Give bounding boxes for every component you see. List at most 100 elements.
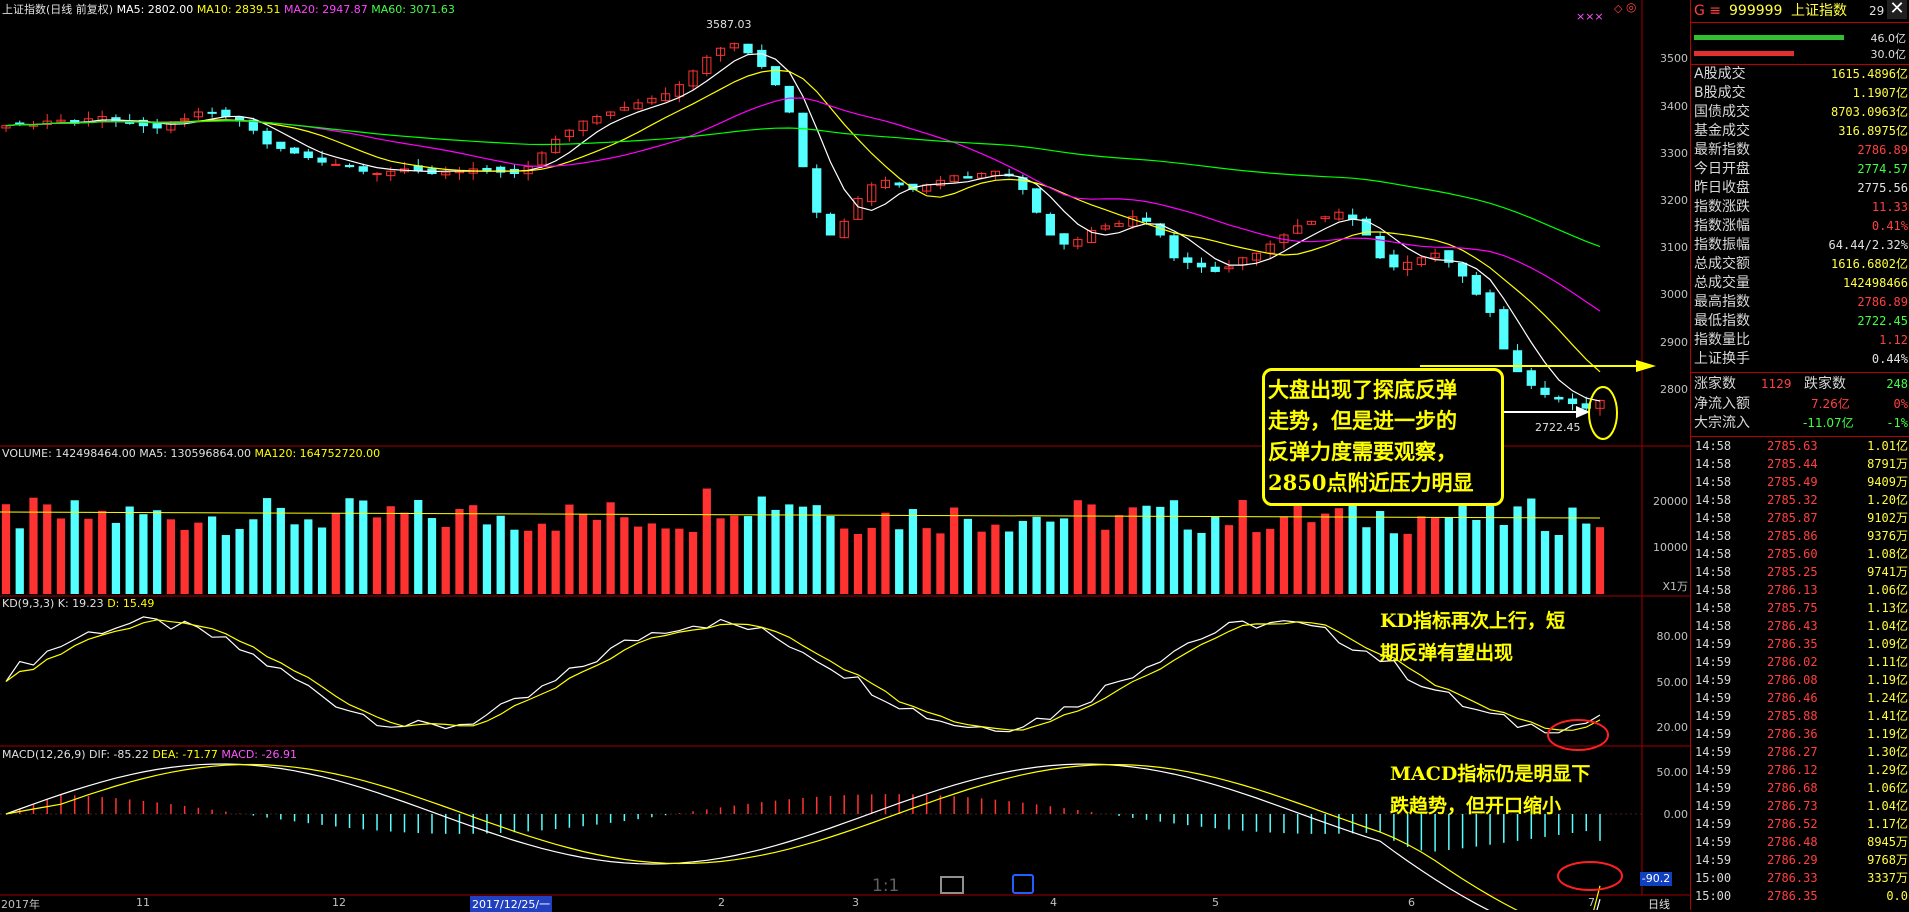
price-annotation-line: 2850点附近压力明显 [1268, 470, 1474, 495]
tick-time: 14:58 [1695, 565, 1732, 579]
volume-bar [372, 517, 382, 594]
candle-body [674, 84, 684, 97]
macd-macd-label: MACD: -26.91 [221, 748, 297, 761]
tick-list[interactable]: 14:58 2785.63 1.01亿 14:58 2785.44 8791万 14:58 2… [1691, 437, 1909, 910]
tick-price: 2786.52 [1767, 817, 1818, 831]
price-tick: 2900 [1660, 336, 1688, 349]
x-axis-label: 12 [332, 896, 346, 909]
edit-pen-icon[interactable] [1012, 874, 1034, 894]
diamond-icon[interactable]: ◇ [1614, 2, 1623, 15]
tick-amount: 1.20亿 [1867, 493, 1908, 507]
x-axis-label: 7 [1588, 896, 1595, 909]
volume-bar [908, 509, 918, 594]
volume-bar [1513, 506, 1522, 594]
tick-time: 14:58 [1695, 529, 1732, 543]
price-tick: 3500 [1660, 52, 1688, 65]
tick-row: 14:59 2786.48 8945万 [1691, 833, 1909, 851]
tick-amount: 8945万 [1867, 835, 1908, 849]
tick-price: 2786.48 [1767, 835, 1818, 849]
quote-panel: G ≡ 999999 上证指数 29 ✕ 46.0亿 30.0亿 A股成交 161… [1690, 0, 1909, 910]
chart-canvas[interactable] [0, 0, 1690, 910]
fullscreen-icon[interactable] [940, 876, 964, 894]
tick-time: 15:00 [1695, 871, 1732, 885]
ma60-label: MA60: 3071.63 [371, 3, 455, 16]
volume-bar [345, 498, 354, 594]
macd-label: MACD(12,26,9) [2, 748, 86, 761]
stat-row: 基金成交 316.8975亿 [1691, 122, 1909, 141]
volume-header: VOLUME: 142498464.00 MA5: 130596864.00 M… [2, 447, 380, 460]
candle-body [1251, 252, 1262, 261]
volume-bar [1142, 505, 1151, 594]
tick-amount: 8791万 [1867, 457, 1908, 471]
macd-dif-label: DIF: -85.22 [89, 748, 149, 761]
candle-body [1320, 216, 1330, 220]
candle-body [193, 111, 204, 118]
price-annotation-box [1262, 368, 1504, 506]
kd-k-label: K: 19.23 [57, 597, 104, 610]
volume-bar [29, 497, 38, 594]
candle-body [372, 173, 382, 175]
ratio-toggle[interactable]: 1:1 [872, 876, 900, 896]
tick-price: 2786.12 [1767, 763, 1818, 777]
marker-glyphs: ××× [1576, 10, 1604, 23]
sell-strength-bar [1694, 51, 1794, 56]
tick-price: 2785.44 [1767, 457, 1818, 471]
volume-bar [840, 528, 849, 594]
tick-amount: 1.17亿 [1867, 817, 1908, 831]
stat-value: 316.8975亿 [1838, 124, 1908, 138]
x-axis-label: 4 [1050, 896, 1057, 909]
candle-body [1073, 239, 1083, 247]
tick-amount: 9102万 [1867, 511, 1908, 525]
netflow-pct: 0% [1893, 397, 1908, 411]
tick-price: 2785.87 [1767, 511, 1818, 525]
macd-dea-label: DEA: -71.77 [152, 748, 218, 761]
candle-body [289, 147, 300, 154]
close-icon[interactable]: ✕ [1887, 0, 1907, 19]
tick-time: 14:59 [1695, 655, 1732, 669]
candle-body [935, 179, 946, 187]
x-axis-label: 11 [136, 896, 150, 909]
netflow-value: 7.26亿 [1811, 397, 1850, 411]
candle-body [880, 179, 891, 189]
period-selector[interactable]: 日线 [1648, 898, 1670, 911]
volume-bar [963, 518, 973, 594]
volume-bar [276, 507, 285, 594]
decline-label: 跌家数 [1804, 376, 1846, 392]
volume-bar [1472, 519, 1481, 594]
tick-price: 2786.02 [1767, 655, 1818, 669]
volume-bar [1211, 516, 1220, 594]
volume-bar [1348, 499, 1357, 594]
x-axis-cursor-date[interactable]: 2017/12/25/一 [470, 896, 553, 912]
volume-bar [1293, 501, 1302, 594]
candle-body [138, 119, 149, 127]
stat-row: 国债成交 8703.0963亿 [1691, 103, 1909, 122]
tick-amount: 1.11亿 [1867, 655, 1908, 669]
price-tick: 2800 [1660, 383, 1688, 396]
divider [1691, 372, 1909, 373]
tick-time: 14:58 [1695, 601, 1732, 615]
tick-row: 14:59 2786.46 1.24亿 [1691, 689, 1909, 707]
volume-bar [1114, 515, 1124, 594]
volume-bar [1540, 531, 1550, 594]
tick-price: 2786.43 [1767, 619, 1818, 633]
volume-bar [1568, 507, 1577, 594]
x-axis-label: 5 [1212, 896, 1219, 909]
macd-header: MACD(12,26,9) DIF: -85.22 DEA: -71.77 MA… [2, 748, 297, 761]
volume-value-label: VOLUME: 142498464.00 [2, 447, 136, 460]
tick-amount: 1.29亿 [1867, 763, 1908, 777]
candle-body [605, 111, 616, 116]
volume-bar [1128, 507, 1137, 594]
stat-value: 1.12 [1879, 333, 1908, 347]
tick-amount: 1.06亿 [1867, 781, 1908, 795]
x-axis: 2017年 11 12 2017/12/25/一 2 3 4 5 6 7 日线 [0, 895, 1690, 912]
price-tick: 3000 [1660, 288, 1688, 301]
volume-bar [1362, 527, 1371, 594]
settings-circle-icon[interactable]: ◎ [1626, 0, 1637, 14]
stat-row: 指数涨幅 0.41% [1691, 217, 1909, 236]
volume-bar [331, 513, 340, 594]
candle-body [963, 176, 973, 179]
tick-amount: 9409万 [1867, 475, 1908, 489]
volume-bar [853, 533, 863, 594]
price-tick: 3200 [1660, 194, 1688, 207]
price-tick: 3400 [1660, 100, 1688, 113]
